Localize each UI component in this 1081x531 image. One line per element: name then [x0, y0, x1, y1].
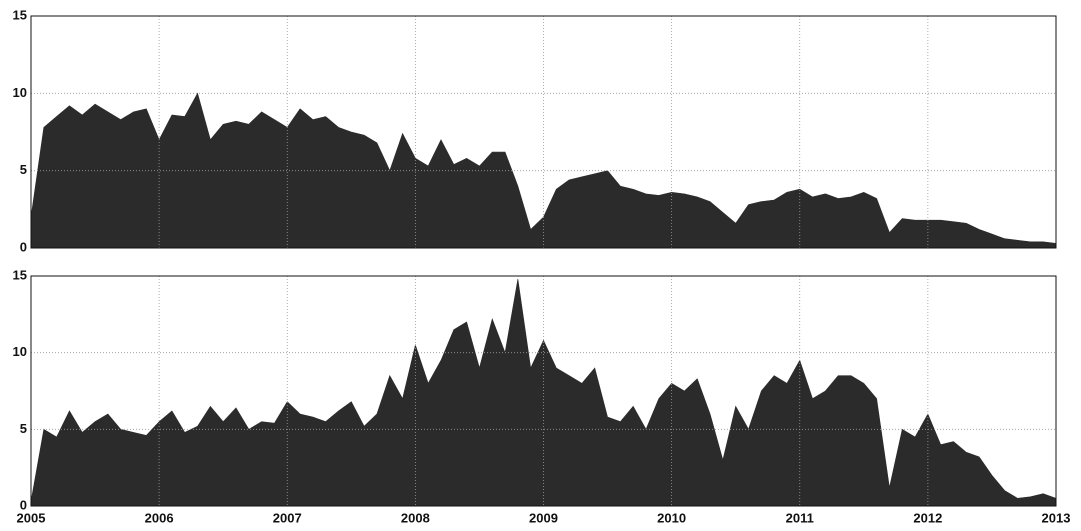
x-tick-label: 2005	[17, 510, 46, 525]
y-tick-label: 10	[13, 85, 27, 100]
y-tick-label: 5	[20, 421, 27, 436]
y-tick-label: 15	[13, 7, 27, 22]
frame-bottom	[30, 275, 1057, 507]
x-tick-label: 2013	[1042, 510, 1071, 525]
y-tick-label: 0	[20, 497, 27, 512]
x-tick-label: 2008	[401, 510, 430, 525]
y-tick-label: 15	[13, 267, 27, 282]
x-tick-label: 2009	[529, 510, 558, 525]
plots: 0 5 10 15 0 5 10 15 2005 2006 2007 2008 2009 2010 2011…	[13, 7, 1071, 525]
x-tick-label: 2012	[913, 510, 942, 525]
y-tick-label: 0	[20, 239, 27, 254]
x-tick-label: 2011	[786, 510, 814, 525]
y-tick-label: 10	[13, 344, 27, 359]
area	[30, 92, 1057, 249]
area	[30, 279, 1057, 507]
x-tick-label: 2010	[657, 510, 686, 525]
frame-top	[30, 15, 1057, 249]
y-tick-label: 5	[20, 162, 27, 177]
x-tick-label: 2006	[145, 510, 174, 525]
x-tick-label: 2007	[273, 510, 302, 525]
